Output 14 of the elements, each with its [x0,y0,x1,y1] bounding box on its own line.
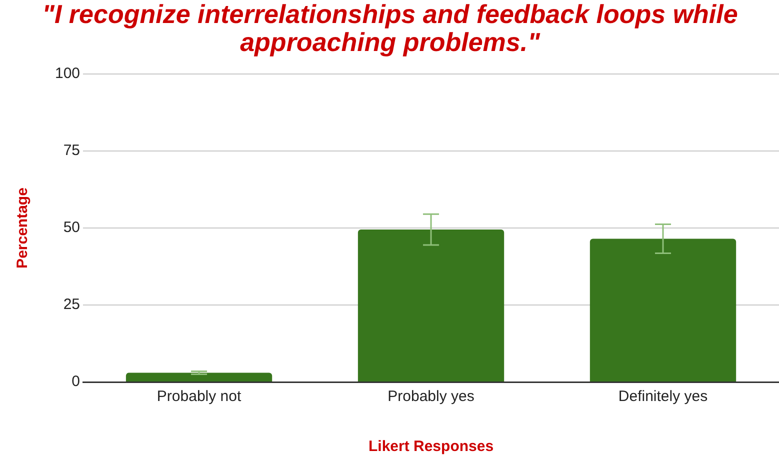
bar [358,230,504,382]
bar [126,372,272,382]
y-tick-label: 25 [63,296,80,314]
y-tick-label: 0 [72,373,80,390]
x-tick-label: Probably not [156,388,242,406]
y-tick-label: 100 [54,65,80,82]
chart-title: "I recognize interrelationships and feedback loops while approaching problems." [41,0,739,57]
y-axis-title: Percentage [14,188,32,268]
y-tick-label: 50 [63,219,80,236]
x-tick-label: Probably yes [388,388,474,406]
x-tick-label: Definitely yes [618,388,708,406]
y-tick-label: 75 [63,142,80,160]
x-axis-title: Likert Responses [368,438,494,456]
bar [590,238,736,382]
